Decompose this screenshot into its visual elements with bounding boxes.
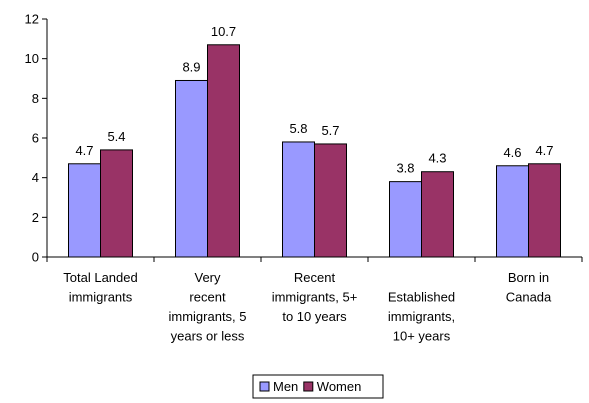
bar-women	[207, 44, 240, 258]
y-tick-label: 2	[32, 210, 39, 225]
bar-women	[100, 149, 133, 258]
bar-men	[282, 141, 315, 258]
y-tick-label: 10	[25, 51, 39, 66]
x-category-label: Very recent immigrants, 5 years or less	[168, 270, 246, 344]
legend-swatch-women	[303, 381, 314, 392]
x-axis: Total Landed immigrants Very recent immigran…	[46, 256, 583, 344]
x-category-label-line: immigrants	[69, 290, 133, 305]
x-category-label-line: Recent	[294, 270, 336, 285]
y-tick-label: 4	[32, 170, 39, 185]
bar-women	[421, 171, 454, 258]
data-label: 8.9	[182, 59, 200, 74]
x-category-label-line: Canada	[506, 290, 552, 305]
data-label: 5.4	[107, 129, 125, 144]
y-tick-label: 6	[32, 131, 39, 146]
data-label: 10.7	[211, 24, 236, 39]
legend-label-men: Men	[273, 379, 298, 394]
legend-swatch-men	[259, 381, 270, 392]
x-category-label-line: Born in	[508, 270, 549, 285]
x-category-label-line: immigrants,	[388, 309, 455, 324]
data-label: 5.8	[289, 121, 307, 136]
data-label: 4.7	[75, 143, 93, 158]
bar-men	[175, 79, 208, 258]
x-category-label-line: to 10 years	[282, 309, 347, 324]
bar-men	[389, 181, 422, 258]
x-category-label-line: 10+ years	[393, 329, 451, 344]
x-category-label-line: immigrants, 5	[168, 309, 246, 324]
x-category-label: Recent immigrants, 5+ to 10 years	[272, 270, 358, 324]
legend: Men Women	[252, 374, 384, 399]
x-category-label-line: immigrants, 5+	[272, 290, 358, 305]
bar-men	[68, 163, 101, 258]
y-tick-label: 8	[32, 91, 39, 106]
bar-women	[528, 163, 561, 258]
x-category-label: Born in Canada	[506, 270, 552, 305]
x-category-label-line: Total Landed	[63, 270, 137, 285]
legend-label-women: Women	[317, 379, 362, 394]
data-label: 5.7	[321, 123, 339, 138]
x-category-label: Established immigrants, 10+ years	[388, 290, 455, 344]
data-label: 4.6	[503, 145, 521, 160]
data-label: 3.8	[396, 161, 414, 176]
x-category-label: Total Landed immigrants	[63, 270, 137, 305]
data-label: 4.3	[428, 151, 446, 166]
bars	[68, 44, 561, 258]
data-label: 4.7	[535, 143, 553, 158]
legend-box	[252, 374, 384, 399]
x-category-label-line: Very	[194, 270, 221, 285]
data-labels: 4.7 8.9 5.8 3.8 4.6 5.4 10.7 5.7 4.3 4.7	[75, 24, 553, 176]
x-category-label-line: Established	[388, 290, 455, 305]
y-axis: 0 2 4 6 8 10 12	[25, 12, 48, 265]
y-tick-label: 12	[25, 12, 39, 27]
bar-women	[314, 143, 347, 258]
bar-men	[496, 165, 529, 258]
x-category-label-line: recent	[189, 290, 226, 305]
y-tick-label: 0	[32, 250, 39, 265]
x-category-label-line: years or less	[171, 329, 245, 344]
